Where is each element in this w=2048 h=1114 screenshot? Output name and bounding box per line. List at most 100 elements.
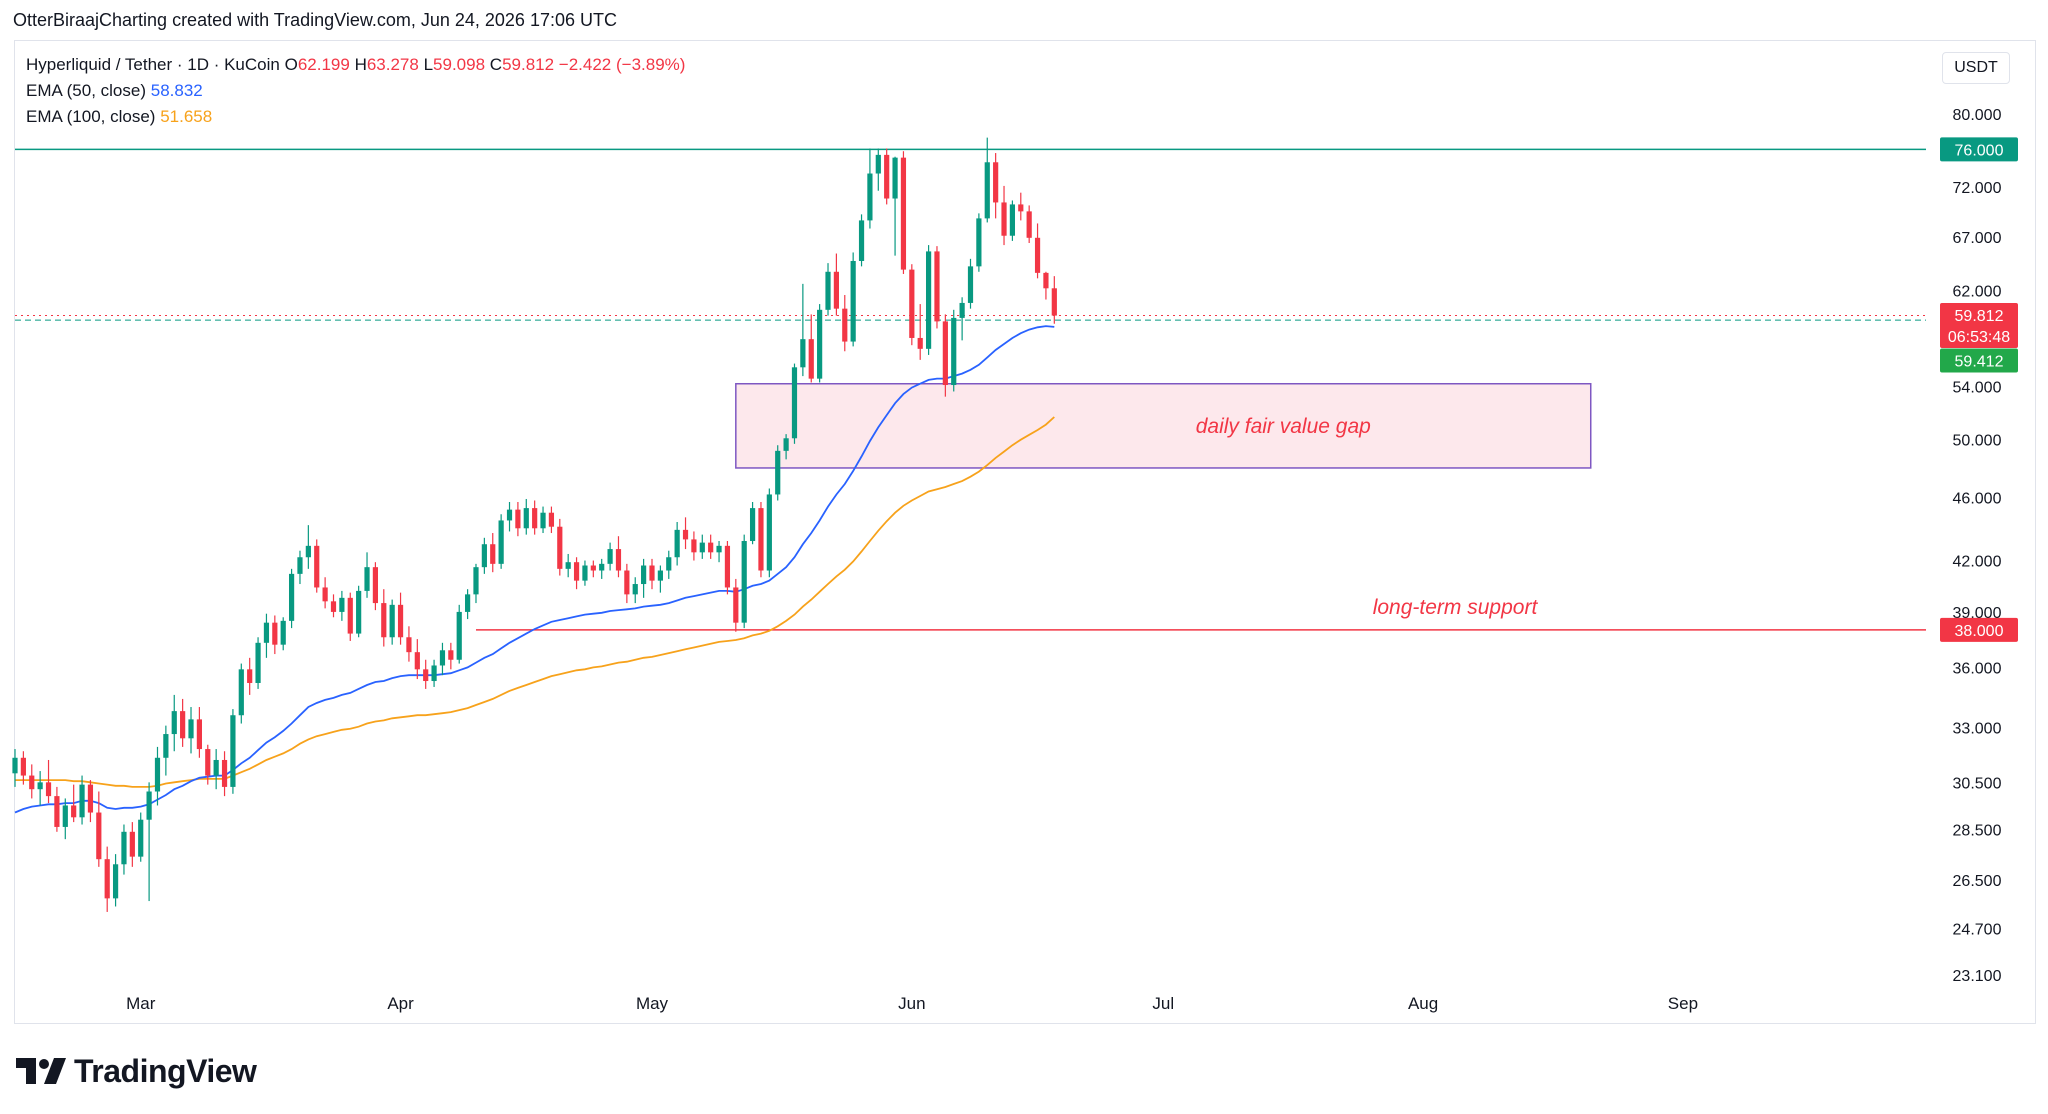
candle-body bbox=[934, 251, 940, 322]
candle-body bbox=[917, 337, 923, 349]
candle-body bbox=[347, 597, 353, 634]
y-tick-label: 72.000 bbox=[1953, 180, 2002, 197]
x-tick-label: Sep bbox=[1668, 994, 1698, 1013]
y-tick-label: 23.100 bbox=[1953, 968, 2002, 985]
x-tick-label: Jul bbox=[1152, 994, 1174, 1013]
candle-body bbox=[29, 775, 35, 790]
candle-body bbox=[582, 565, 588, 581]
candle-body bbox=[515, 509, 521, 529]
candle-body bbox=[87, 784, 94, 813]
candle-body bbox=[314, 545, 320, 588]
price-unit-selector[interactable]: USDT bbox=[1942, 52, 2010, 84]
ema50-price-tag-text: 59.412 bbox=[1955, 353, 2004, 370]
candle-body bbox=[188, 719, 194, 739]
candle-body bbox=[1051, 288, 1057, 316]
y-tick-label: 28.500 bbox=[1953, 822, 2002, 839]
candle-body bbox=[808, 339, 814, 379]
candle-body bbox=[833, 271, 839, 309]
ema100-value: 51.658 bbox=[160, 107, 213, 126]
ema100-legend-row[interactable]: EMA (100, close) 51.658 bbox=[26, 104, 685, 130]
open-value: 62.199 bbox=[297, 55, 350, 74]
candle-body bbox=[205, 749, 211, 776]
x-tick-label: Mar bbox=[126, 994, 156, 1013]
candle-body bbox=[749, 508, 756, 542]
candle-body bbox=[942, 321, 948, 386]
y-tick-label: 62.000 bbox=[1953, 284, 2002, 301]
candle-body bbox=[364, 567, 370, 591]
candle-body bbox=[925, 251, 932, 349]
candle-body bbox=[909, 269, 915, 338]
candle-body bbox=[649, 565, 655, 581]
ema50-line bbox=[14, 325, 1055, 814]
candle-body bbox=[783, 438, 789, 451]
candle-body bbox=[79, 784, 85, 818]
candle-body bbox=[146, 791, 152, 820]
candle-body bbox=[330, 601, 337, 612]
high-value: 63.278 bbox=[366, 55, 419, 74]
candle-body bbox=[708, 542, 714, 553]
candle-body bbox=[884, 154, 890, 199]
x-tick-label: Aug bbox=[1408, 994, 1438, 1013]
y-tick-label: 24.700 bbox=[1953, 922, 2002, 939]
support-label: long-term support bbox=[1373, 596, 1539, 619]
candle-body bbox=[37, 782, 43, 790]
candle-body bbox=[498, 520, 504, 564]
candle-body bbox=[414, 652, 420, 670]
y-tick-label: 67.000 bbox=[1953, 230, 2002, 247]
candle-body bbox=[112, 864, 119, 899]
y-tick-label: 42.000 bbox=[1953, 554, 2002, 571]
y-tick-label: 50.000 bbox=[1953, 433, 2002, 450]
tradingview-logo[interactable]: TradingView bbox=[16, 1051, 257, 1091]
candle-body bbox=[54, 796, 60, 827]
resistance-price-tag-bg bbox=[1940, 137, 2018, 162]
candle-body bbox=[389, 604, 395, 638]
last-price-tag-text: 06:53:48 bbox=[1948, 329, 2010, 346]
candle-body bbox=[104, 859, 110, 899]
tradingview-wordmark: TradingView bbox=[74, 1052, 257, 1089]
candle-body bbox=[322, 587, 328, 602]
close-value: 59.812 bbox=[502, 55, 555, 74]
candle-body bbox=[171, 711, 177, 735]
candle-body bbox=[825, 271, 831, 310]
candle-body bbox=[1009, 204, 1016, 236]
candle-body bbox=[699, 542, 705, 553]
close-label: C bbox=[489, 55, 503, 74]
x-tick-label: May bbox=[636, 994, 669, 1013]
y-tick-label: 80.000 bbox=[1953, 107, 2002, 124]
candle-body bbox=[121, 831, 127, 865]
candle-body bbox=[465, 594, 471, 612]
candle-body bbox=[456, 611, 462, 660]
candle-body bbox=[45, 782, 52, 797]
candle-body bbox=[523, 508, 529, 529]
candle-body bbox=[666, 557, 672, 571]
candle-body bbox=[423, 669, 429, 682]
support-price-tag-bg bbox=[1940, 617, 2018, 642]
candle-body bbox=[255, 642, 261, 683]
candle-body bbox=[733, 587, 739, 623]
fair-value-gap-box bbox=[735, 382, 1592, 469]
candle-body bbox=[356, 590, 362, 634]
y-tick-label: 26.500 bbox=[1953, 873, 2002, 890]
candle-body bbox=[1018, 204, 1024, 212]
candle-body bbox=[607, 549, 613, 564]
candle-body bbox=[850, 260, 856, 342]
candle-body bbox=[213, 759, 219, 776]
candle-body bbox=[615, 549, 622, 571]
candle-body bbox=[875, 154, 881, 174]
fair-value-gap-label: daily fair value gap bbox=[1196, 415, 1371, 438]
candle-body bbox=[548, 512, 555, 527]
y-tick-label: 33.000 bbox=[1953, 721, 2002, 738]
open-label: O bbox=[284, 55, 298, 74]
candle-body bbox=[691, 539, 697, 553]
ema50-legend-row[interactable]: EMA (50, close) 58.832 bbox=[26, 78, 685, 104]
price-chart[interactable]: daily fair value gap long-term support 80.… bbox=[0, 0, 2048, 1040]
candle-body bbox=[230, 715, 236, 787]
candle-body bbox=[817, 309, 823, 379]
x-tick-label: Apr bbox=[387, 994, 414, 1013]
candle-body bbox=[163, 734, 169, 758]
symbol-title[interactable]: Hyperliquid / Tether · 1D · KuCoin bbox=[26, 55, 280, 74]
candle-body bbox=[180, 711, 186, 739]
candle-body bbox=[406, 637, 412, 653]
ohlc-legend-row: Hyperliquid / Tether · 1D · KuCoin O62.1… bbox=[26, 52, 685, 78]
candle-body bbox=[867, 173, 873, 221]
